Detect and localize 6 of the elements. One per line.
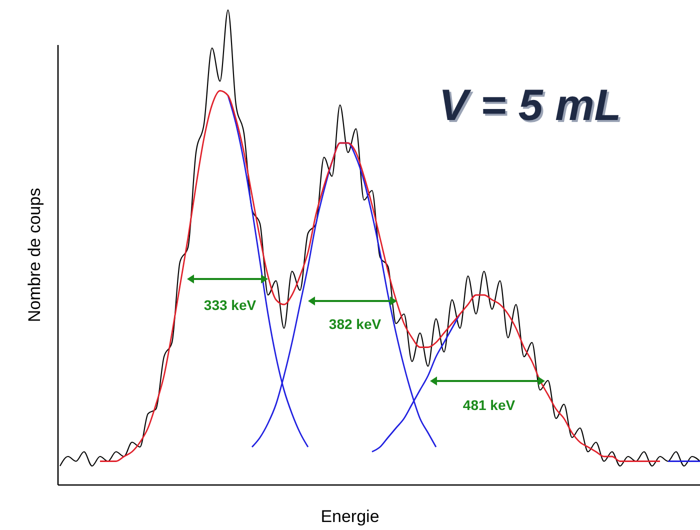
annotation: V = 5 mL: [440, 83, 624, 132]
annotation: 481 keV: [462, 397, 516, 413]
annotation: 382 keV: [328, 316, 382, 332]
annotation: 333 keV: [204, 297, 257, 313]
y-axis-title: Nombre de coups: [25, 188, 44, 322]
x-axis-title: Energie: [320, 507, 380, 526]
